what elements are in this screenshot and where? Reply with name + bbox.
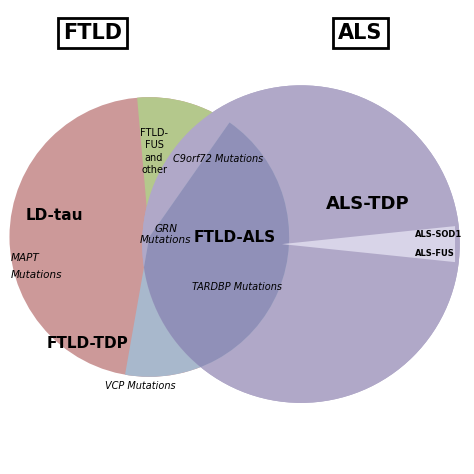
Circle shape	[142, 85, 460, 403]
Text: Mutations: Mutations	[10, 270, 62, 280]
Text: ALS-SOD1: ALS-SOD1	[415, 230, 462, 239]
Text: C9orf72 Mutations: C9orf72 Mutations	[173, 154, 263, 164]
Text: FTLD-ALS: FTLD-ALS	[193, 229, 276, 245]
Text: ALS: ALS	[338, 23, 383, 43]
Text: MAPT: MAPT	[10, 253, 39, 264]
Text: FTLD-
FUS
and
other: FTLD- FUS and other	[140, 128, 168, 175]
Wedge shape	[125, 122, 289, 377]
Text: GRN
Mutations: GRN Mutations	[140, 224, 191, 246]
Wedge shape	[137, 97, 229, 237]
Wedge shape	[125, 122, 289, 377]
Text: FTLD: FTLD	[63, 23, 122, 43]
Polygon shape	[282, 226, 455, 262]
Text: ALS-FUS: ALS-FUS	[415, 249, 455, 258]
Text: FTLD-TDP: FTLD-TDP	[47, 336, 128, 351]
Text: ALS-TDP: ALS-TDP	[326, 195, 409, 213]
Circle shape	[9, 97, 289, 377]
Text: TARDBP Mutations: TARDBP Mutations	[192, 282, 282, 292]
Circle shape	[142, 85, 460, 403]
Circle shape	[142, 85, 460, 403]
Text: LD-tau: LD-tau	[26, 208, 83, 223]
Text: VCP Mutations: VCP Mutations	[105, 381, 175, 392]
